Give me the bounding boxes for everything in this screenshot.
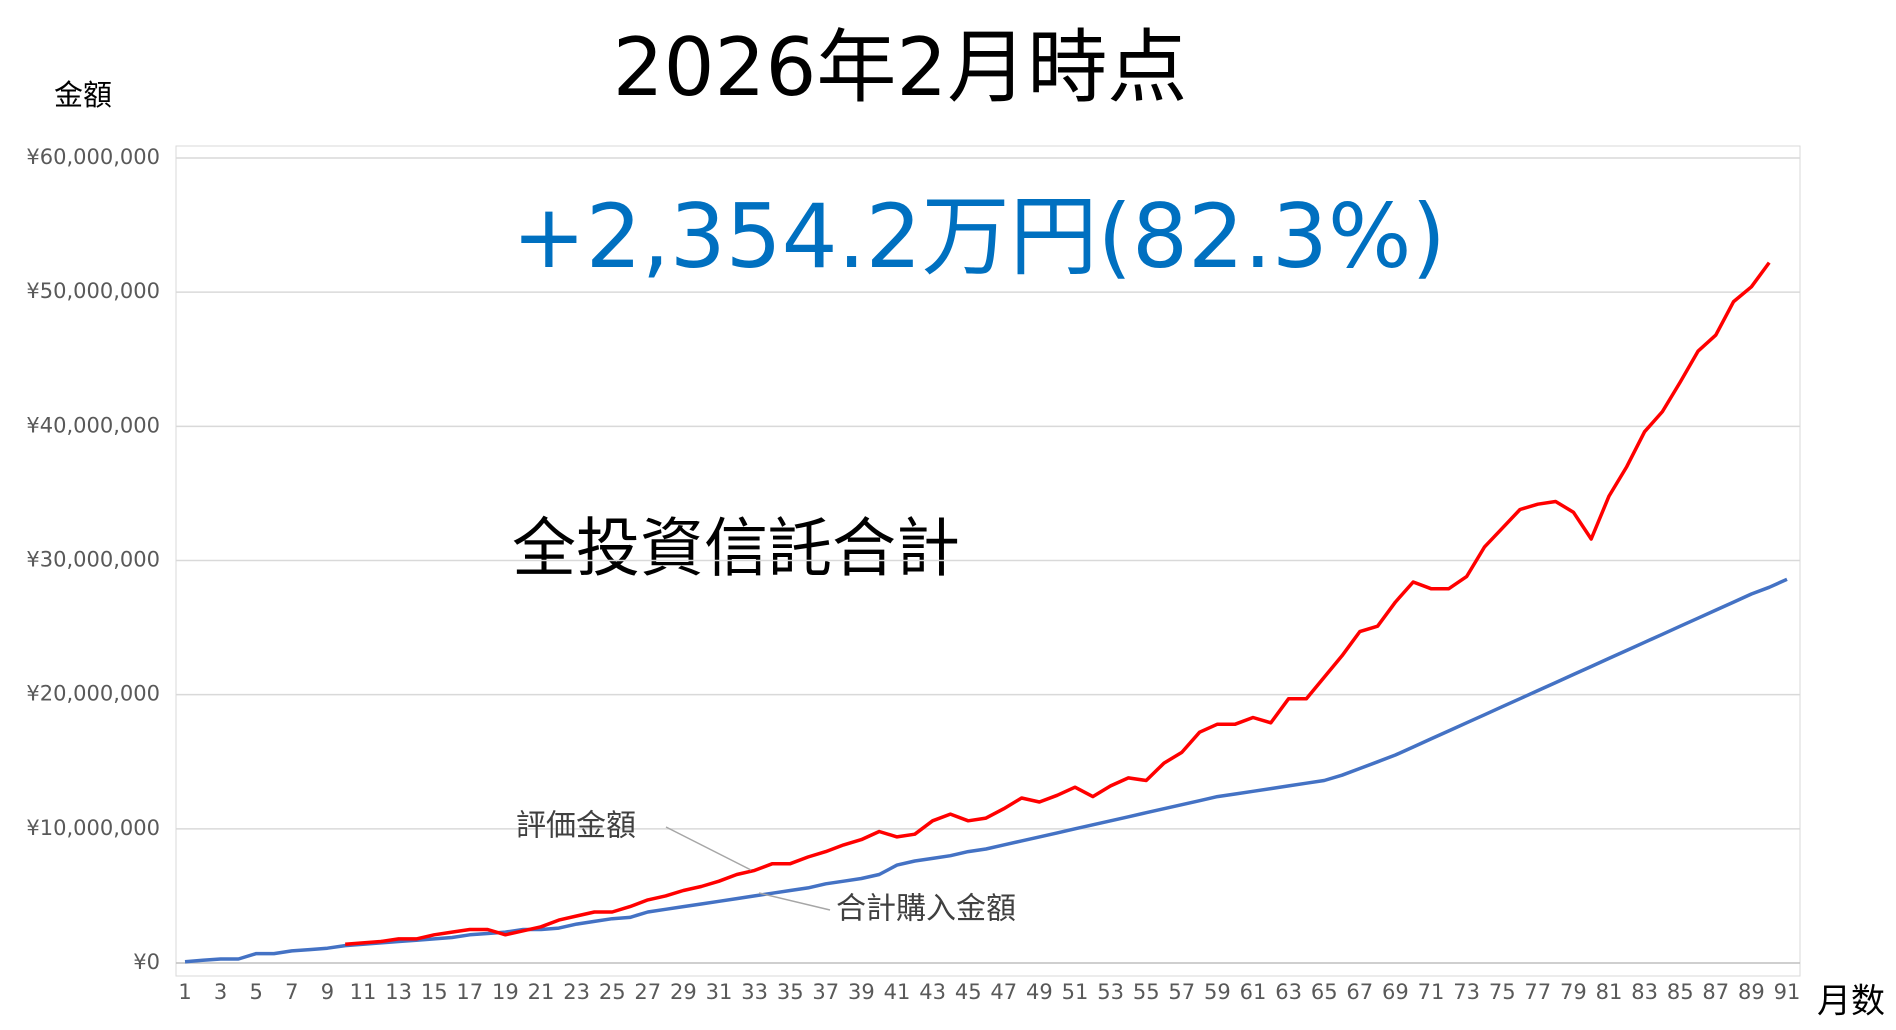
x-tick-label: 57	[1168, 980, 1195, 1004]
x-tick-label: 75	[1489, 980, 1516, 1004]
x-tick-label: 79	[1560, 980, 1587, 1004]
x-tick-label: 31	[706, 980, 733, 1004]
x-tick-label: 73	[1453, 980, 1480, 1004]
x-tick-label: 81	[1596, 980, 1623, 1004]
y-tick-label: ¥30,000,000	[26, 548, 160, 572]
y-axis-label: 金額	[54, 78, 112, 112]
x-tick-label: 39	[848, 980, 875, 1004]
series-line	[345, 261, 1771, 946]
x-tick-label: 33	[741, 980, 768, 1004]
x-tick-label: 21	[528, 980, 555, 1004]
chart-title: 2026年2月時点	[613, 21, 1188, 114]
x-tick-label: 47	[990, 980, 1017, 1004]
x-tick-label: 69	[1382, 980, 1409, 1004]
gain-annotation: +2,354.2万円(82.3%)	[512, 185, 1446, 288]
x-tick-label: 25	[599, 980, 626, 1004]
x-tick-label: 71	[1418, 980, 1445, 1004]
x-tick-label: 9	[321, 980, 334, 1004]
x-tick-label: 41	[884, 980, 911, 1004]
x-tick-label: 77	[1524, 980, 1551, 1004]
leader-line	[758, 892, 831, 911]
x-tick-label: 11	[350, 980, 377, 1004]
x-tick-label: 35	[777, 980, 804, 1004]
x-tick-label: 17	[456, 980, 483, 1004]
x-tick-label: 67	[1346, 980, 1373, 1004]
y-tick-label: ¥60,000,000	[26, 145, 160, 169]
x-tick-label: 53	[1097, 980, 1124, 1004]
y-tick-label: ¥0	[133, 950, 160, 974]
series-label: 合計購入金額	[836, 892, 1016, 927]
x-tick-label: 27	[634, 980, 661, 1004]
leader-line	[665, 826, 752, 871]
x-tick-label: 61	[1240, 980, 1267, 1004]
x-tick-label: 29	[670, 980, 697, 1004]
x-tick-label: 15	[421, 980, 448, 1004]
x-tick-label: 43	[919, 980, 946, 1004]
y-tick-label: ¥50,000,000	[26, 279, 160, 303]
x-tick-label: 83	[1631, 980, 1658, 1004]
portfolio-annotation: 全投資信託合計	[512, 513, 960, 587]
x-tick-label: 45	[955, 980, 982, 1004]
x-tick-label: 49	[1026, 980, 1053, 1004]
series-label: 評価金額	[516, 809, 636, 844]
x-tick-label: 19	[492, 980, 519, 1004]
x-tick-label: 13	[385, 980, 412, 1004]
x-tick-label: 89	[1738, 980, 1765, 1004]
y-tick-label: ¥10,000,000	[26, 816, 160, 840]
y-tick-label: ¥20,000,000	[26, 682, 160, 706]
x-tick-label: 65	[1311, 980, 1338, 1004]
x-tick-label: 55	[1133, 980, 1160, 1004]
series-line	[184, 577, 1788, 964]
grid: ¥0 ¥10,000,000 ¥20,000,000 ¥30,000,000 ¥40,0…	[26, 145, 1800, 1004]
y-tick-label: ¥40,000,000	[26, 413, 160, 437]
x-tick-label: 51	[1062, 980, 1089, 1004]
x-tick-label: 3	[214, 980, 227, 1004]
x-axis-label: 月数	[1817, 982, 1885, 1022]
x-tick-label: 23	[563, 980, 590, 1004]
x-tick-label: 5	[250, 980, 263, 1004]
x-tick-label: 91	[1774, 980, 1801, 1004]
x-tick-label: 7	[285, 980, 298, 1004]
x-tick-label: 63	[1275, 980, 1302, 1004]
x-tick-label: 87	[1702, 980, 1729, 1004]
x-tick-label: 59	[1204, 980, 1231, 1004]
x-tick-label: 85	[1667, 980, 1694, 1004]
series-lines	[184, 261, 1788, 964]
x-tick-label: 1	[178, 980, 191, 1004]
x-tick-label: 37	[812, 980, 839, 1004]
